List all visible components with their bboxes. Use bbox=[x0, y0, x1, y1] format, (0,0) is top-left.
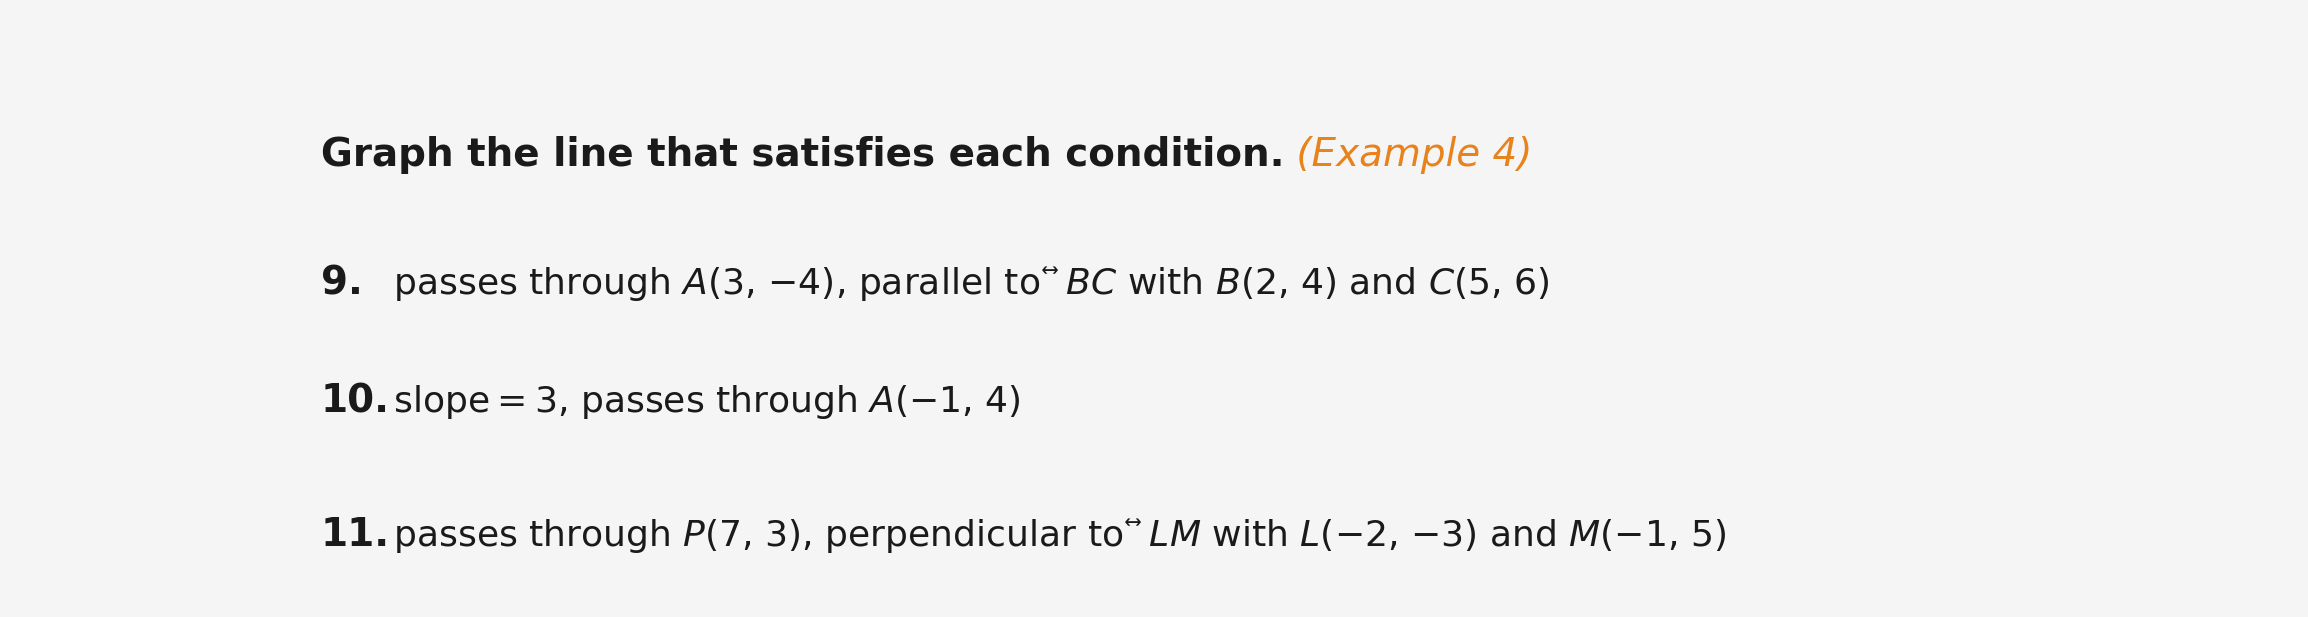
Text: 9.: 9. bbox=[321, 264, 362, 302]
Text: passes through $\mathit{P}$(7, 3), perpendicular to $\overleftrightarrow{\mathit: passes through $\mathit{P}$(7, 3), perpe… bbox=[381, 516, 1726, 555]
Text: passes through $\mathit{A}$(3, −4), parallel to $\overleftrightarrow{\mathit{BC}: passes through $\mathit{A}$(3, −4), para… bbox=[381, 264, 1549, 303]
Text: (Example 4): (Example 4) bbox=[1283, 136, 1533, 174]
Text: Graph the line that satisfies each condition.: Graph the line that satisfies each condi… bbox=[321, 136, 1283, 174]
Text: 10.: 10. bbox=[321, 383, 390, 421]
Text: 11.: 11. bbox=[321, 516, 390, 554]
Text: slope = 3, passes through $\mathit{A}$(−1, 4): slope = 3, passes through $\mathit{A}$(−… bbox=[381, 383, 1020, 421]
